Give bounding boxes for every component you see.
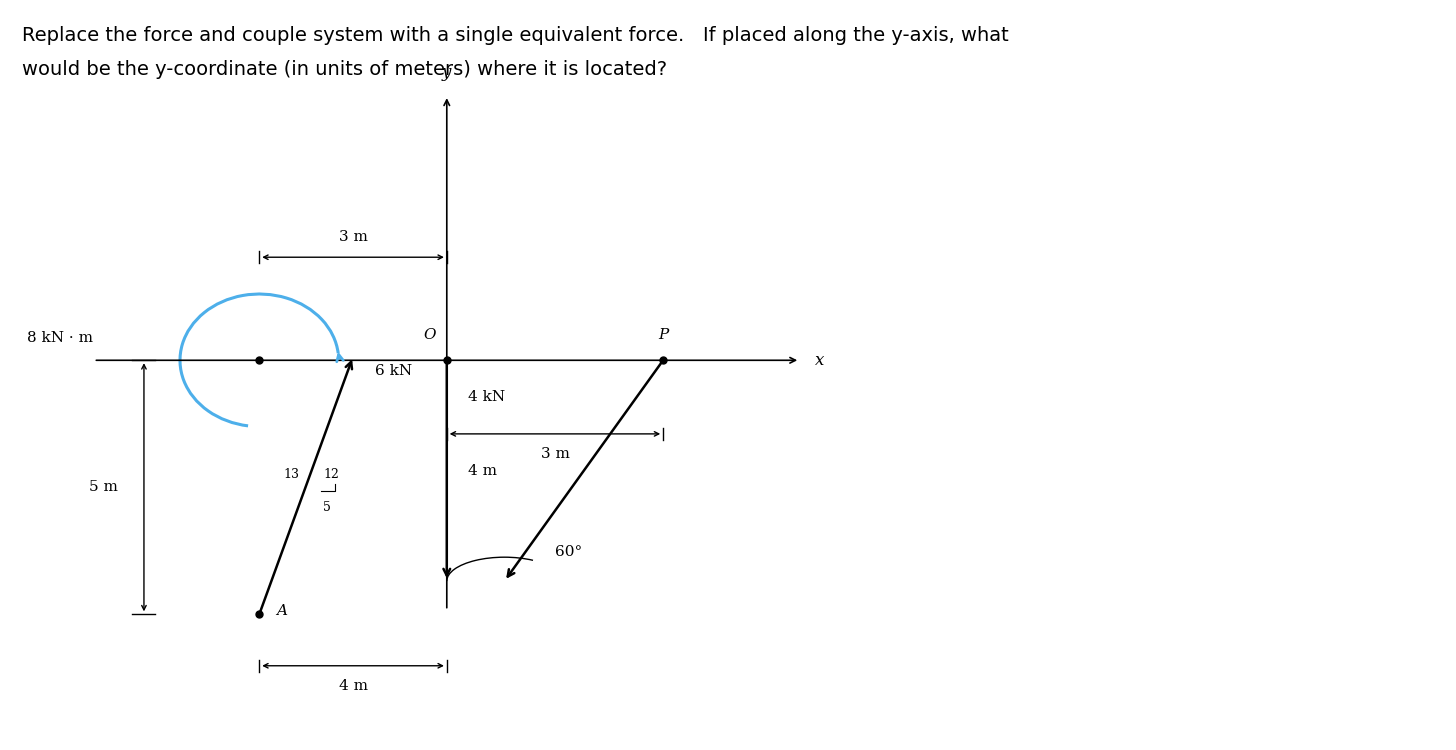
Text: x: x (814, 352, 824, 369)
Text: 3 m: 3 m (540, 447, 569, 461)
Text: 5: 5 (323, 501, 332, 514)
Text: 3 m: 3 m (339, 230, 367, 244)
Text: 5 m: 5 m (89, 480, 118, 494)
Text: 4 m: 4 m (339, 679, 367, 693)
Text: P: P (658, 328, 668, 342)
Text: 4 m: 4 m (469, 464, 498, 478)
Text: 8 kN · m: 8 kN · m (28, 332, 93, 345)
Text: 6 kN: 6 kN (374, 364, 412, 378)
Text: 4 kN: 4 kN (469, 390, 505, 404)
Text: 12: 12 (323, 468, 339, 481)
Text: 13: 13 (282, 468, 298, 481)
Text: would be the y-coordinate (in units of meters) where it is located?: would be the y-coordinate (in units of m… (22, 60, 667, 79)
Text: A: A (277, 604, 288, 617)
Text: Replace the force and couple system with a single equivalent force.   If placed : Replace the force and couple system with… (22, 26, 1009, 45)
Text: O: O (424, 328, 435, 342)
Text: 60°: 60° (555, 544, 582, 559)
Text: y: y (443, 64, 451, 80)
